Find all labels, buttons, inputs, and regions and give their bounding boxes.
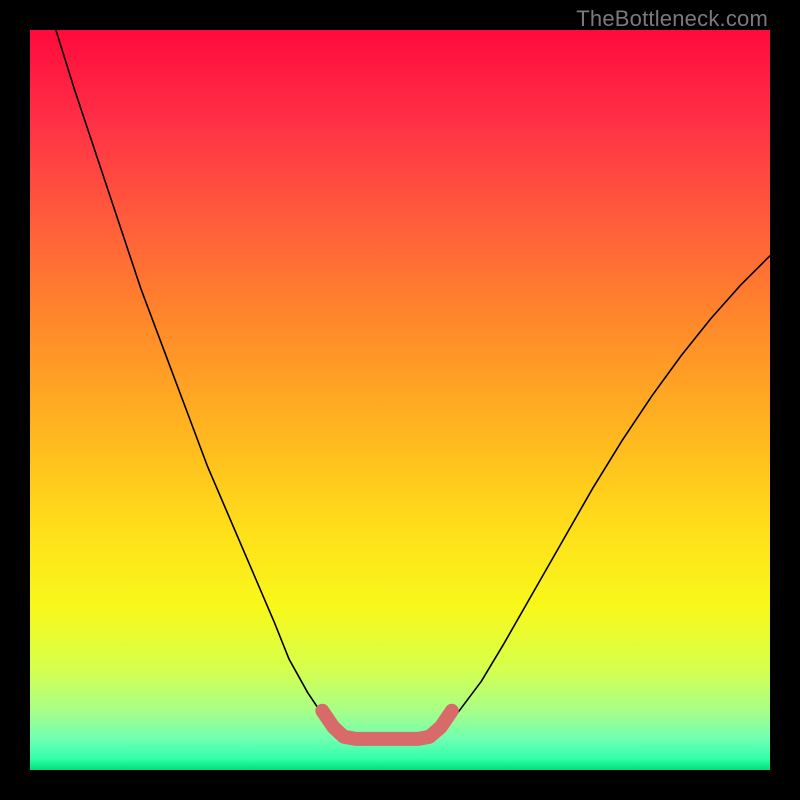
watermark-text: TheBottleneck.com — [576, 6, 768, 32]
bottleneck-curve — [56, 30, 770, 738]
plot-area — [30, 30, 770, 770]
chart-svg — [30, 30, 770, 770]
chart-container: TheBottleneck.com — [0, 0, 800, 800]
trough-highlight — [322, 711, 452, 739]
